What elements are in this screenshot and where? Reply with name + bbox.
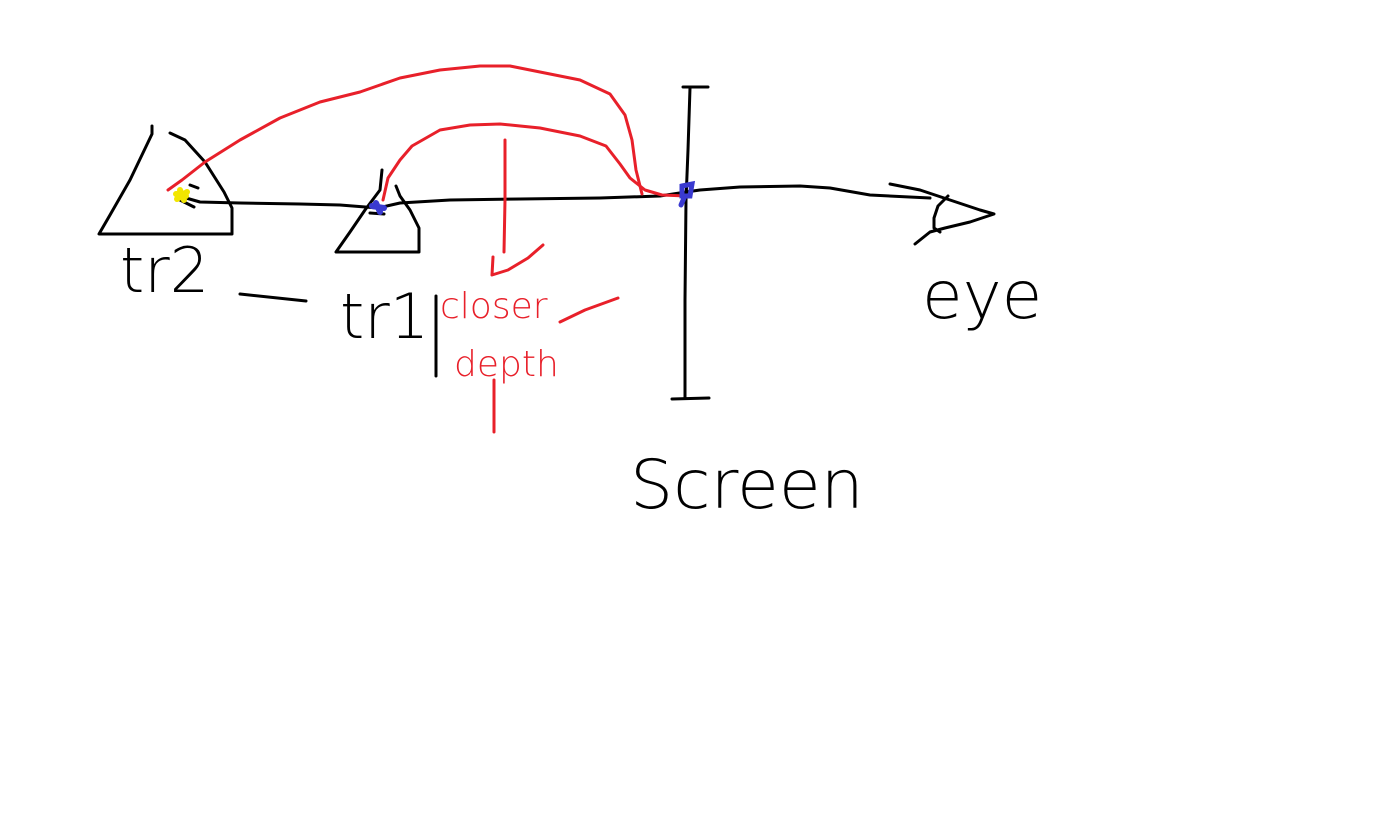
label-screen: Screen [630,446,864,525]
eye-shape [888,182,996,246]
label-tr2-tail [238,292,308,303]
label-eye: eye [922,257,1042,334]
label-depth: depth [454,344,559,385]
screen-plane [670,85,711,401]
triangle-tr2 [97,124,234,236]
projection-arc-near [381,122,688,202]
closer-depth-pointer [490,138,545,434]
screen-sample-point [678,180,696,208]
projection-arc-far [166,64,644,196]
near-sample-point [369,200,387,215]
view-ray [178,183,932,216]
far-sample-point [173,187,190,203]
label-closer: closer [440,286,548,327]
label-tr2: tr2 [120,234,209,307]
label-closer-tail [558,296,620,324]
label-tr1: tr1 [340,280,429,353]
